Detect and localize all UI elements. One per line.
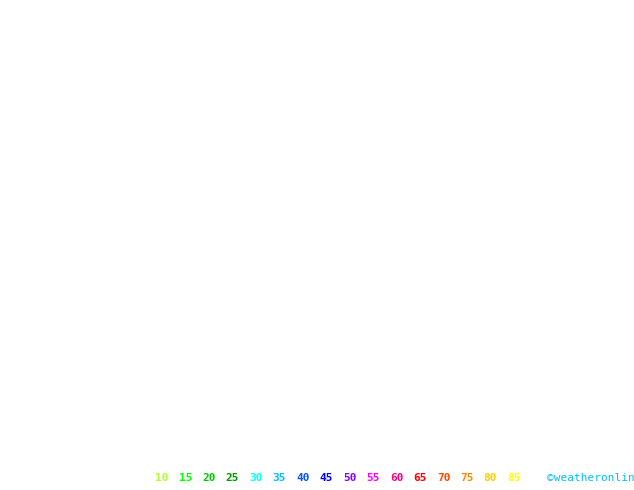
Text: 60: 60 [390,472,403,483]
Text: Isotachs 10m (mph): Isotachs 10m (mph) [5,472,127,483]
Text: 25: 25 [226,472,239,483]
Text: 55: 55 [366,472,380,483]
Text: 80: 80 [484,472,497,483]
Text: Tu 28-05-2024 06:00 UTC (06+48): Tu 28-05-2024 06:00 UTC (06+48) [408,456,629,469]
Text: 50: 50 [343,472,356,483]
Text: 70: 70 [437,472,450,483]
Text: 85: 85 [507,472,521,483]
Text: 35: 35 [273,472,286,483]
Text: 45: 45 [320,472,333,483]
Text: 90: 90 [531,472,544,483]
Text: Isotachs (mph) [mph] ECMWF: Isotachs (mph) [mph] ECMWF [5,456,190,469]
Text: 65: 65 [413,472,427,483]
Text: 15: 15 [179,472,192,483]
Text: ©weatheronline.co.uk: ©weatheronline.co.uk [547,472,634,483]
Text: 75: 75 [460,472,474,483]
Text: 30: 30 [249,472,262,483]
Text: 20: 20 [202,472,216,483]
Text: 10: 10 [155,472,169,483]
Text: 40: 40 [296,472,309,483]
